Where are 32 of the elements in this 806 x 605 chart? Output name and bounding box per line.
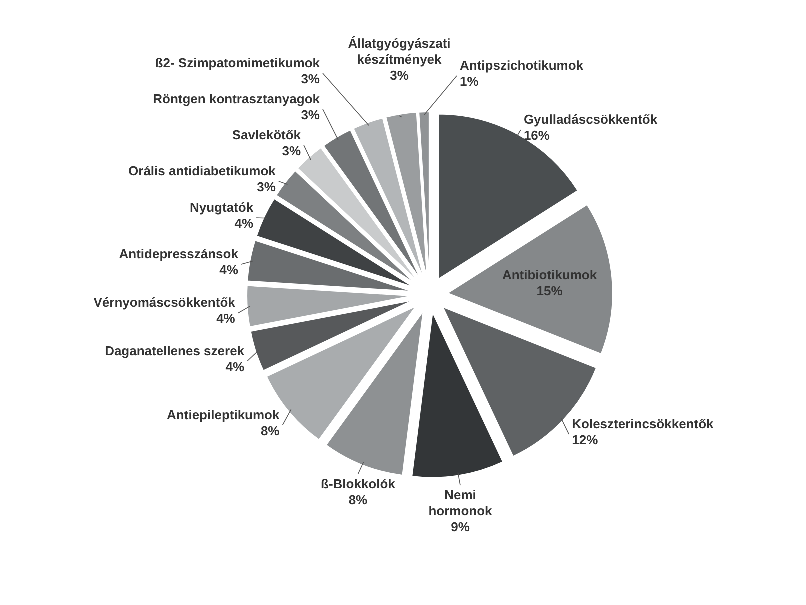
slice-label: Antibiotikumok: [502, 268, 598, 283]
slice-label: Koleszterincsökkentők: [572, 416, 715, 432]
slice-label: Gyulladáscsökkentők: [524, 112, 658, 128]
slice-label: Orális antidiabetikumok: [128, 163, 277, 178]
data-label: 1%: [460, 74, 480, 89]
slice-label: Antidepresszánsok: [119, 246, 240, 262]
data-label: 12%: [572, 432, 599, 448]
data-label: 9%: [451, 520, 470, 535]
slice-label: Savlekötők: [232, 127, 302, 142]
slice-label: Röntgen kontrasztanyagok: [153, 91, 321, 106]
slice-label: Daganatellenes szerek: [105, 343, 246, 358]
data-label: 8%: [260, 423, 280, 438]
slice-label: Antiepileptikumok: [167, 407, 281, 422]
data-label: 3%: [390, 68, 410, 83]
slice-label: ß2- Szimpatomimetikumok: [155, 55, 321, 70]
slice-label: Nyugtatók: [190, 200, 254, 215]
slice-label: Állatgyógyászati készítmények: [348, 36, 451, 67]
data-label: 3%: [301, 71, 320, 86]
data-label: 3%: [301, 107, 320, 122]
slice-label: Vérnyomáscsökkentők: [94, 295, 236, 310]
data-label: 15%: [536, 284, 564, 299]
data-label: 16%: [524, 128, 550, 144]
data-label: 8%: [348, 492, 368, 508]
data-label: 4%: [234, 216, 254, 231]
data-label: 4%: [216, 311, 236, 326]
data-label: 3%: [257, 179, 276, 194]
data-label: 3%: [282, 143, 302, 158]
slice-label: ß-Blokkolók: [321, 476, 396, 492]
data-label: 4%: [220, 262, 239, 278]
data-label: 4%: [226, 359, 245, 374]
slice-label: Antipszichotikumok: [460, 58, 584, 73]
slice-label: Nemi hormonok: [428, 488, 494, 519]
